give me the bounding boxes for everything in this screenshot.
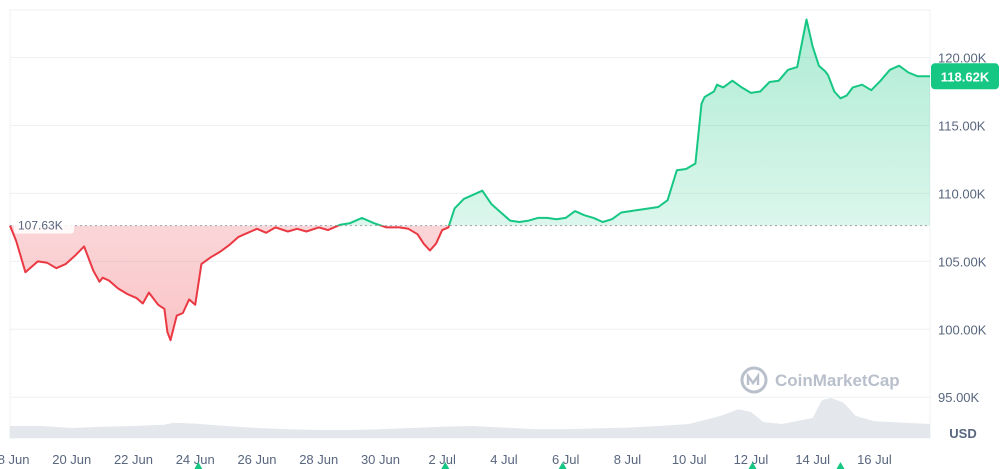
baseline-badge: 107.63K [14, 215, 74, 234]
x-tick-label: 22 Jun [114, 452, 153, 467]
event-marker-icon [748, 462, 757, 469]
x-tick-label: 2 Jul [428, 452, 456, 467]
area-above-baseline [10, 19, 930, 226]
coinmarketcap-watermark: CoinMarketCap [740, 366, 900, 394]
y-tick-label: 110.00K [938, 186, 986, 201]
baseline-label: 107.63K [18, 219, 63, 233]
x-tick-label: 6 Jul [552, 452, 580, 467]
y-tick-label: 115.00K [938, 118, 986, 133]
x-tick-label: 26 Jun [237, 452, 276, 467]
event-marker-icon [441, 462, 450, 469]
x-tick-label: 18 Jun [0, 452, 30, 467]
x-tick-label: 14 Jul [795, 452, 830, 467]
price-areas [10, 19, 930, 341]
y-tick-label: 95.00K [938, 390, 980, 405]
current-price-badge-bg [931, 63, 999, 90]
y-tick-label: 120.00K [938, 51, 987, 66]
y-tick-label: 100.00K [938, 322, 987, 337]
current-price-badge: 118.62K [931, 63, 999, 90]
area-below-baseline [10, 225, 449, 341]
x-tick-label: 28 Jun [299, 452, 338, 467]
y-axis-labels: 95.00K 100.00K 105.00K 110.00K 115.00K 120.00… [938, 51, 987, 406]
x-axis-labels: 18 Jun 20 Jun 22 Jun 24 Jun 26 Jun 28 Jun 30 J… [0, 452, 892, 467]
baseline-badge-bg [14, 215, 74, 234]
event-markers [194, 462, 845, 469]
price-line-down [9, 225, 451, 342]
event-marker-icon [194, 462, 203, 469]
x-tick-label: 12 Jul [734, 452, 769, 467]
y-tick-label: 105.00K [938, 254, 987, 269]
watermark-text: CoinMarketCap [775, 371, 900, 390]
currency-unit-label: USD [949, 426, 976, 441]
event-marker-icon [558, 462, 567, 469]
x-tick-label: 30 Jun [361, 452, 400, 467]
x-tick-label: 4 Jul [490, 452, 518, 467]
event-marker-icon [836, 462, 845, 469]
price-lines [9, 18, 930, 342]
coinmarketcap-logo-icon [740, 366, 768, 394]
x-tick-label: 8 Jul [614, 452, 642, 467]
x-tick-label: 20 Jun [52, 452, 91, 467]
coinmarketcap-logo-mark [746, 372, 760, 386]
x-tick-label: 24 Jun [176, 452, 215, 467]
x-tick-label: 10 Jul [672, 452, 707, 467]
price-line-up [9, 18, 930, 226]
volume-area [10, 398, 930, 438]
volume-fill [10, 398, 930, 438]
x-tick-label: 16 Jul [857, 452, 892, 467]
current-price-label: 118.62K [941, 69, 990, 84]
